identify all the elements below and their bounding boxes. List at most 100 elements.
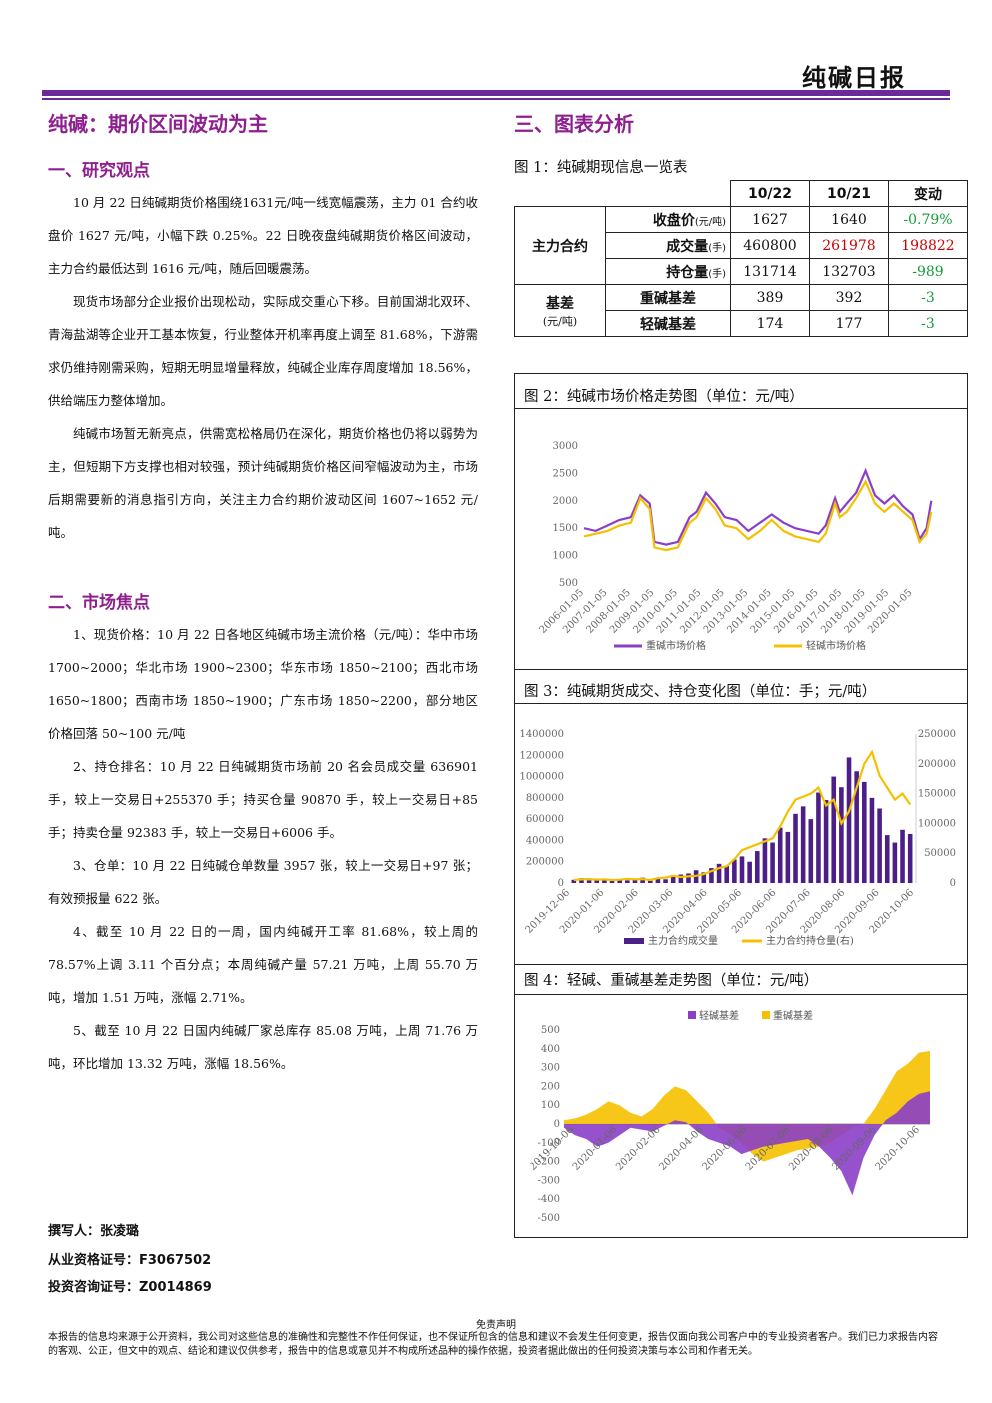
y-tick-label: 1000 bbox=[553, 551, 578, 562]
volume-bar bbox=[655, 878, 661, 883]
y2-tick-label: 50000 bbox=[924, 848, 956, 859]
group-basis-unit: (元/吨) bbox=[542, 314, 578, 328]
disclaimer-title: 免责声明 bbox=[476, 1320, 516, 1331]
divider bbox=[514, 703, 968, 704]
y2-tick-label: 200000 bbox=[918, 759, 956, 770]
figure-2-caption: 图 2：纯碱市场价格走势图（单位：元/吨） bbox=[524, 389, 804, 405]
figure-1-caption: 图 1：纯碱期现信息一览表 bbox=[514, 160, 688, 176]
cell-heavy-change: -3 bbox=[888, 284, 968, 311]
paragraph: 现货市场部分企业报价出现松动，实际成交重心下移。目前国湖北双环、青海盐湖等企业开… bbox=[48, 294, 478, 408]
paragraph: 纯碱市场暂无新亮点，供需宽松格局仍在深化，期货价格也仍将以弱势为主，但短期下方支… bbox=[48, 426, 478, 540]
section-3-title: 三、图表分析 bbox=[514, 112, 634, 136]
y-tick-label: 800000 bbox=[526, 793, 564, 804]
volume-bar bbox=[602, 879, 607, 883]
row-label-light-basis: 轻碱基差 bbox=[605, 310, 731, 337]
legend-label: 轻碱市场价格 bbox=[806, 639, 866, 652]
y-tick-label: 200 bbox=[541, 1081, 560, 1092]
paragraph: 4、截至 10 月 22 日的一周，国内纯碱开工率 81.68%，较上周的 78… bbox=[48, 924, 478, 1005]
legend-swatch bbox=[624, 938, 644, 944]
volume-bar bbox=[663, 879, 668, 883]
y-tick-label: -100 bbox=[538, 1138, 560, 1149]
cell-volume-change: 198822 bbox=[888, 232, 968, 259]
volume-bar bbox=[594, 878, 600, 883]
paragraph: 10 月 22 日纯碱期货价格围绕1631元/吨一线宽幅震荡，主力 01 合约收… bbox=[48, 195, 478, 276]
section-2-body: 1、现货价格：10 月 22 日各地区纯碱市场主流价格（元/吨）：华中市场 17… bbox=[48, 618, 478, 1080]
legend-label: 轻碱基差 bbox=[699, 1009, 739, 1022]
y-tick-label: 0 bbox=[554, 1119, 560, 1130]
cell-light-change: -3 bbox=[888, 310, 968, 337]
table-row: 轻碱基差 174 177 -3 bbox=[515, 310, 968, 337]
header-date-1021: 10/21 bbox=[809, 180, 889, 207]
y2-tick-label: 150000 bbox=[918, 789, 956, 800]
volume-bar bbox=[571, 879, 577, 883]
volume-bar bbox=[640, 877, 645, 883]
volume-bar bbox=[777, 827, 783, 883]
table-row: 基差 (元/吨) 重碱基差 389 392 -3 bbox=[514, 284, 968, 337]
cert-qualification: 从业资格证号：F3067502 bbox=[48, 1253, 212, 1268]
y-tick-label: -300 bbox=[538, 1175, 560, 1186]
volume-bar bbox=[808, 819, 814, 883]
paragraph: 2、持仓排名：10 月 22 日纯碱期货市场前 20 名会员成交量 636901… bbox=[48, 759, 478, 840]
y-tick-label: 400000 bbox=[526, 835, 564, 846]
section-2-title: 二、市场焦点 bbox=[48, 593, 150, 613]
figure-3-caption: 图 3：纯碱期货成交、持仓变化图（单位：手；元/吨） bbox=[524, 684, 877, 700]
y-tick-label: 1200000 bbox=[519, 750, 564, 761]
charts-panel bbox=[514, 373, 968, 1238]
label-unit: (手) bbox=[708, 242, 726, 254]
cell-heavy-1021: 392 bbox=[809, 284, 889, 311]
row-label-heavy-basis: 重碱基差 bbox=[605, 284, 731, 311]
y-tick-label: 300 bbox=[541, 1063, 560, 1074]
basis-area bbox=[564, 1091, 930, 1196]
volume-oi-chart: 1400000 1200000 1000000 800000 600000 400000 2… bbox=[519, 729, 956, 947]
y-tick-label: 600000 bbox=[526, 814, 564, 825]
volume-bar bbox=[678, 874, 684, 883]
group-main-contract: 主力合约 bbox=[514, 206, 606, 285]
volume-bar bbox=[823, 799, 829, 883]
y-tick-label: 1400000 bbox=[519, 729, 564, 740]
volume-bar bbox=[907, 833, 913, 883]
cell-heavy-1022: 389 bbox=[730, 284, 810, 311]
divider bbox=[514, 994, 968, 995]
cell-volume-1022: 460800 bbox=[730, 232, 810, 259]
volume-bar bbox=[686, 873, 691, 883]
label-unit: (手) bbox=[708, 268, 726, 280]
y-tick-label: 500 bbox=[559, 578, 578, 589]
legend-label: 主力合约成交量 bbox=[648, 934, 718, 947]
label-text: 收盘价 bbox=[652, 212, 695, 229]
volume-bar bbox=[800, 806, 806, 883]
author: 撰写人：张凌璐 bbox=[48, 1224, 140, 1239]
volume-bar bbox=[877, 808, 882, 883]
volume-bar bbox=[579, 878, 584, 883]
legend-swatch bbox=[688, 1011, 696, 1019]
y-tick-label: 3000 bbox=[553, 441, 578, 452]
y-tick-label: 1000000 bbox=[519, 772, 564, 783]
volume-bar bbox=[724, 865, 730, 883]
figure-4-caption: 图 4：轻碱、重碱基差走势图（单位：元/吨） bbox=[524, 973, 819, 989]
cert-consulting: 投资咨询证号：Z0014869 bbox=[48, 1280, 212, 1295]
paragraph: 1、现货价格：10 月 22 日各地区纯碱市场主流价格（元/吨）：华中市场 17… bbox=[48, 627, 478, 741]
paragraph: 3、仓单：10 月 22 日纯碱仓单数量 3957 张，较上一交易日+97 张；… bbox=[48, 858, 478, 906]
section-1-body: 10 月 22 日纯碱期货价格围绕1631元/吨一线宽幅震荡，主力 01 合约收… bbox=[48, 186, 478, 549]
header-date-1022: 10/22 bbox=[730, 180, 810, 207]
label-text: 持仓量 bbox=[666, 264, 709, 281]
cell-oi-1022: 131714 bbox=[730, 258, 810, 285]
volume-bar bbox=[862, 781, 867, 883]
price-trend-chart: 300025002000150010005002006-01-052007-01… bbox=[538, 441, 933, 652]
table-header-row: 10/22 10/21 变动 bbox=[514, 180, 968, 207]
cell-close-1022: 1627 bbox=[730, 206, 810, 233]
header-rule bbox=[42, 90, 950, 96]
volume-bar bbox=[647, 879, 653, 883]
y-tick-label: 1500 bbox=[553, 523, 578, 534]
table-row: 持仓量(手) 131714 132703 -989 bbox=[515, 258, 968, 285]
y2-tick-label: 250000 bbox=[918, 729, 956, 740]
volume-bar bbox=[625, 880, 630, 883]
volume-bar bbox=[816, 792, 821, 883]
label-unit: (元/吨) bbox=[694, 216, 726, 228]
volume-bar bbox=[900, 829, 905, 883]
divider bbox=[514, 408, 968, 409]
label-text: 成交量 bbox=[666, 238, 709, 255]
oi-line bbox=[573, 749, 912, 882]
cell-close-1021: 1640 bbox=[809, 206, 889, 233]
y-tick-label: -400 bbox=[538, 1194, 560, 1205]
y-tick-label: 0 bbox=[558, 878, 564, 889]
